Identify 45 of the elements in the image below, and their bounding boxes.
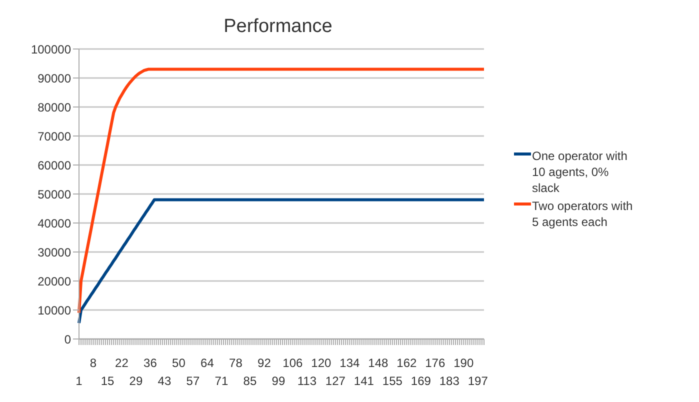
y-tick-label: 50000 — [38, 187, 72, 202]
x-tick-label: 148 — [368, 356, 389, 370]
x-tick-label: 155 — [382, 374, 403, 388]
x-tick-label: 15 — [100, 374, 114, 388]
x-tick-label: 29 — [129, 374, 143, 388]
x-tick-label: 190 — [454, 356, 474, 370]
x-tick-label: 22 — [115, 356, 129, 370]
x-tick-label: 141 — [354, 374, 374, 388]
y-tick-label: 0 — [64, 332, 72, 346]
x-tick-label: 183 — [439, 374, 460, 388]
x-tick-label: 99 — [272, 374, 286, 388]
x-tick-label: 176 — [425, 356, 446, 370]
y-tick-label: 60000 — [38, 158, 72, 172]
x-tick-label: 106 — [282, 356, 304, 370]
legend-label: One operator with 10 agents, 0% slack — [532, 148, 628, 196]
x-tick-label: 92 — [258, 356, 272, 370]
legend-label: Two operators with 5 agents each — [532, 198, 634, 230]
y-tick-label: 30000 — [38, 245, 72, 260]
x-tick-label: 127 — [325, 374, 346, 388]
x-tick-label: 57 — [186, 374, 200, 388]
x-tick-label: 162 — [396, 356, 417, 370]
y-tick-label: 40000 — [38, 216, 72, 230]
x-tick-label: 8 — [90, 356, 97, 370]
x-tick-label: 120 — [311, 356, 332, 370]
x-tick-label: 85 — [243, 374, 257, 388]
y-tick-label: 20000 — [38, 274, 72, 288]
y-tick-label: 100000 — [30, 42, 72, 56]
x-tick-label: 36 — [144, 356, 158, 370]
y-tick-label: 70000 — [38, 129, 72, 144]
x-tick-label: 134 — [340, 356, 360, 370]
y-tick-label: 80000 — [38, 100, 72, 114]
x-tick-label: 71 — [214, 374, 228, 388]
x-tick-label: 43 — [158, 374, 172, 388]
x-tick-label: 50 — [172, 356, 186, 370]
x-tick-label: 113 — [297, 374, 317, 388]
line-series — [78, 198, 486, 325]
x-tick-label: 169 — [410, 374, 432, 388]
y-tick-label: 90000 — [38, 71, 72, 86]
y-tick-label: 10000 — [38, 303, 72, 318]
x-tick-label: 78 — [229, 356, 243, 370]
chart-title: Performance — [222, 16, 334, 38]
x-tick-label: 197 — [468, 374, 488, 388]
x-tick-label: 1 — [76, 374, 83, 388]
x-tick-label: 64 — [200, 356, 214, 370]
line-series — [78, 68, 486, 314]
